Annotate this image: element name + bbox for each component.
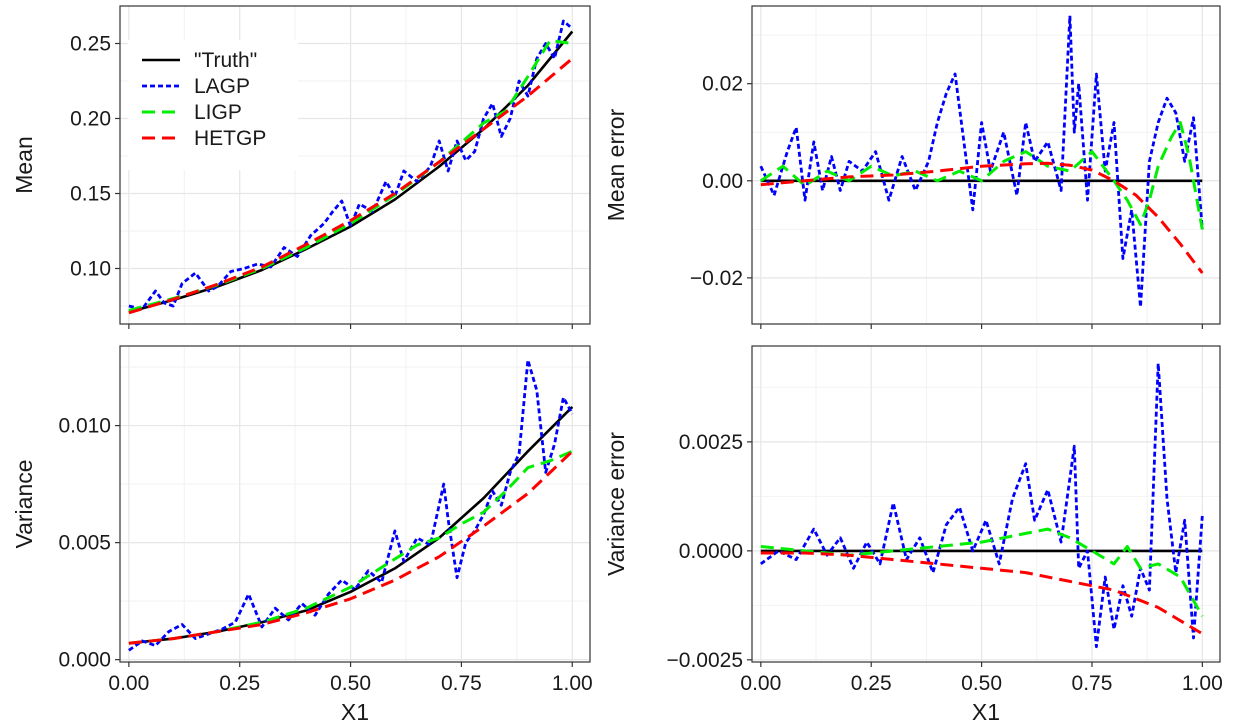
series-line-ligp (760, 527, 1204, 617)
y-tick-label: 0.20 (70, 108, 111, 131)
series-line-hetgp (128, 57, 574, 315)
panel-border (751, 345, 1221, 663)
y-axis-label: Variance error (603, 432, 629, 576)
legend: "Truth" LAGP LIGP HETGP (128, 40, 298, 170)
legend-label: LAGP (194, 75, 250, 98)
y-tick-label: 0.0025 (679, 431, 743, 454)
series-line-lagp (759, 361, 1204, 649)
legend-label: HETGP (194, 127, 266, 150)
panel-variance-error: 0.00 0.25 0.50 0.75 1.00 −0.0025 0.0000 0.0025 V… (603, 345, 1223, 721)
panel-mean: 0.10 0.15 0.20 0.25 Mean "Truth" LAGP LIGP HETGP (11, 5, 591, 329)
x-axis-label: X1 (972, 699, 1000, 721)
y-tick-label: 0.005 (58, 532, 111, 555)
y-axis-label: Mean (11, 136, 37, 194)
series-line-hetgp (128, 450, 574, 645)
y-axis-label: Mean error (603, 108, 629, 221)
panel-background (752, 346, 1220, 662)
y-axis-label: Variance (11, 459, 37, 548)
x-tick-label: 0.50 (961, 672, 1002, 695)
x-tick-label: 0.25 (219, 672, 260, 695)
y-tick-label: 0.010 (58, 415, 111, 438)
panel-border (751, 5, 1221, 325)
y-tick-label: 0.15 (70, 183, 111, 206)
panel-border (119, 5, 591, 325)
x-tick-label: 0.75 (441, 672, 482, 695)
y-tick-label: 0.02 (702, 73, 743, 96)
x-tick-label: 1.00 (1182, 672, 1223, 695)
x-tick-label: 1.00 (552, 672, 593, 695)
series-line-lagp (128, 19, 574, 311)
series-line-hetgp (760, 551, 1204, 635)
x-tick-label: 0.00 (108, 672, 149, 695)
y-tick-label: 0.10 (70, 258, 111, 281)
y-tick-label: −0.02 (690, 267, 743, 290)
legend-label: "Truth" (194, 49, 257, 72)
panel-border (119, 345, 591, 663)
panel-background (120, 346, 590, 662)
panel-mean-error: −0.02 0.00 0.02 Mean error (603, 5, 1221, 329)
legend-label: LIGP (194, 101, 242, 124)
x-tick-label: 0.50 (330, 672, 371, 695)
series-line-truth (128, 405, 574, 645)
y-tick-label: −0.0025 (667, 649, 744, 672)
panel-variance: 0.00 0.25 0.50 0.75 1.00 0.000 0.005 0.010 Varia… (11, 345, 593, 721)
y-tick-label: 0.0000 (679, 540, 743, 563)
x-tick-label: 0.00 (740, 672, 781, 695)
y-tick-label: 0.25 (70, 33, 111, 56)
x-tick-label: 0.25 (851, 672, 892, 695)
series-line-ligp (759, 121, 1204, 230)
x-tick-label: 0.75 (1072, 672, 1113, 695)
legend-background (128, 40, 298, 170)
x-axis-label: X1 (341, 699, 369, 721)
y-tick-label: 0.000 (58, 649, 111, 672)
y-tick-label: 0.00 (702, 170, 743, 193)
series-line-hetgp (760, 161, 1204, 274)
